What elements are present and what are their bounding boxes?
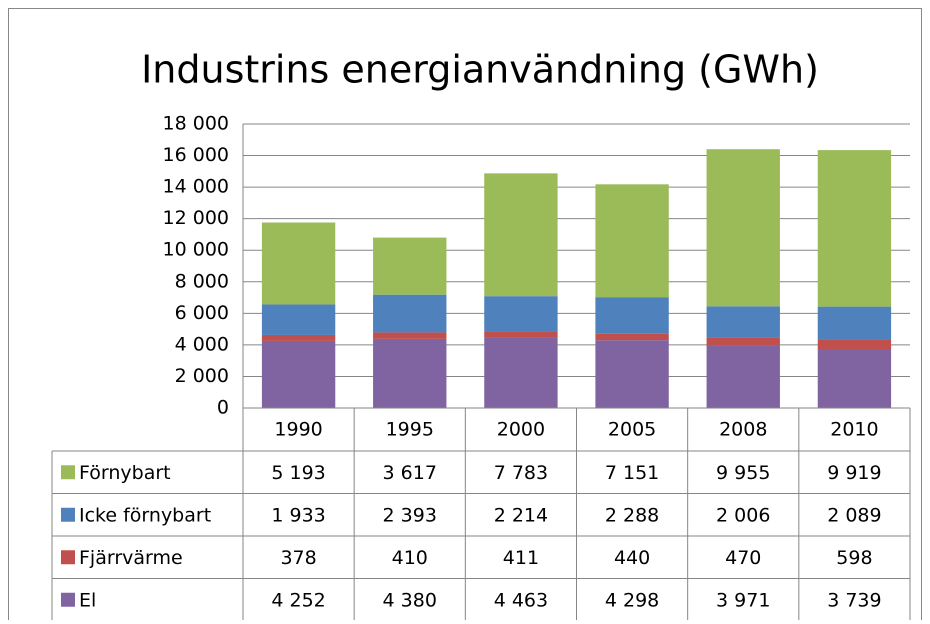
x-tick-label: 2000 (497, 419, 545, 441)
y-tick-label: 4 000 (175, 333, 229, 355)
y-tick-label: 6 000 (175, 302, 229, 324)
table-value: 378 (280, 547, 316, 569)
bar-segment (817, 339, 892, 350)
table-value: 9 919 (827, 462, 881, 484)
y-tick-label: 0 (217, 397, 229, 419)
bar-segment (706, 306, 780, 338)
x-tick-label: 2008 (719, 419, 767, 441)
bar-segment (817, 150, 892, 307)
table-value: 5 193 (271, 462, 325, 484)
bar-segment (373, 237, 447, 295)
y-tick-label: 10 000 (163, 239, 229, 261)
legend-swatch (61, 507, 75, 522)
bar-segment (261, 222, 336, 305)
table-value: 7 151 (605, 462, 659, 484)
bar-segment (484, 296, 558, 332)
table-value: 7 783 (494, 462, 548, 484)
legend-swatch (61, 550, 75, 565)
legend-label: El (79, 589, 96, 611)
y-tick-label: 12 000 (163, 207, 229, 229)
chart-title: Industrins energianvändning (GWh) (141, 48, 819, 92)
table-value: 4 463 (494, 589, 548, 611)
table-value: 4 298 (605, 589, 659, 611)
table-value: 2 288 (605, 504, 659, 526)
bar-segment (595, 184, 669, 298)
table-value: 3 971 (716, 589, 770, 611)
bar-segment (261, 340, 336, 408)
table-value: 9 955 (716, 462, 770, 484)
bar-segment (261, 304, 336, 335)
bar-segment (595, 340, 669, 408)
table-value: 598 (836, 547, 872, 569)
table-value: 410 (392, 547, 428, 569)
bar-segment (373, 338, 447, 408)
legend-label: Icke förnybart (79, 504, 211, 526)
bar-segment (595, 333, 669, 341)
y-tick-label: 8 000 (175, 270, 229, 292)
table-value: 3 739 (827, 589, 881, 611)
table-value: 4 380 (383, 589, 437, 611)
y-tick-label: 16 000 (163, 144, 229, 166)
x-tick-label: 1990 (274, 419, 322, 441)
table-value: 2 006 (716, 504, 770, 526)
bar-segment (595, 297, 669, 334)
bar-segment (706, 337, 780, 346)
table-value: 2 089 (827, 504, 881, 526)
x-tick-label: 1995 (386, 419, 434, 441)
table-value: 411 (503, 547, 539, 569)
bar-segment (817, 349, 892, 408)
legend-swatch (61, 592, 75, 607)
bar-segment (484, 331, 558, 338)
table-value: 1 933 (271, 504, 325, 526)
y-tick-label: 2 000 (175, 365, 229, 387)
bar-segment (484, 173, 558, 297)
table-value: 2 214 (494, 504, 548, 526)
bar-segment (373, 332, 447, 339)
table-value: 440 (614, 547, 650, 569)
table-value: 2 393 (383, 504, 437, 526)
table-value: 4 252 (271, 589, 325, 611)
table-value: 3 617 (383, 462, 437, 484)
legend-swatch (61, 465, 75, 480)
x-tick-label: 2005 (608, 419, 656, 441)
legend-label: Fjärrvärme (79, 547, 183, 569)
legend-label: Förnybart (79, 462, 171, 484)
bar-segment (484, 337, 558, 408)
bar-segment (817, 306, 892, 340)
bar-segment (373, 294, 447, 333)
y-tick-label: 14 000 (163, 176, 229, 198)
bar-segment (706, 149, 780, 307)
bar-segment (261, 334, 336, 341)
table-value: 470 (725, 547, 761, 569)
y-tick-label: 18 000 (163, 113, 229, 135)
x-tick-label: 2010 (830, 419, 878, 441)
bar-segment (706, 345, 780, 408)
